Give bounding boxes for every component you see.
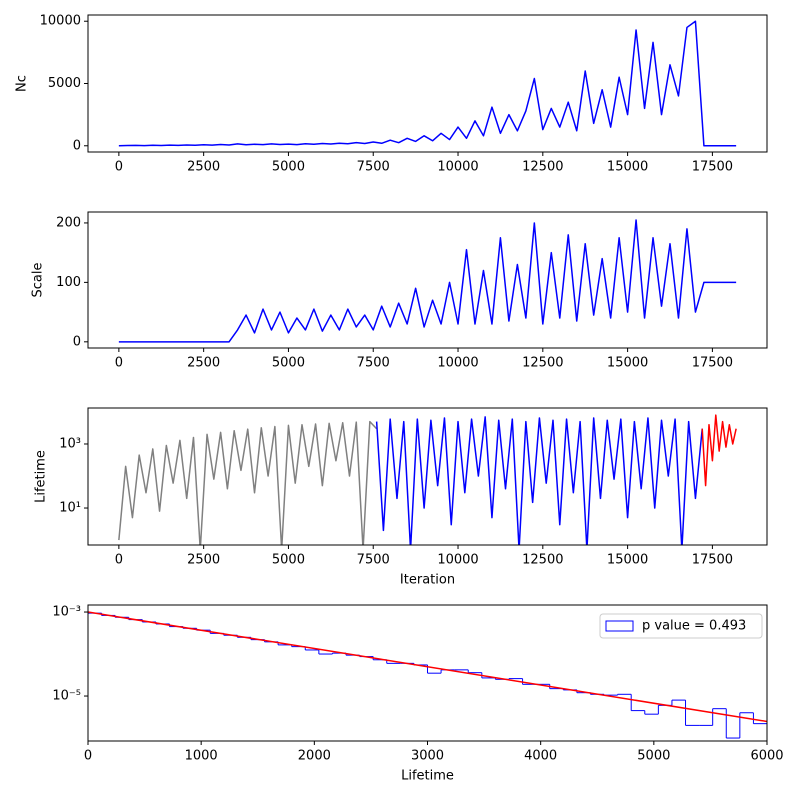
series-line [118,20,737,147]
x-tick-label: 15000 [607,160,648,175]
series-line [701,414,737,487]
x-tick-label: 17500 [692,356,733,371]
x-tick-label: 5000 [272,160,305,175]
x-tick-label: 10000 [437,553,478,568]
x-tick-label: 10000 [437,160,478,175]
x-axis-label: Lifetime [401,769,454,784]
x-tick-label: 12500 [522,356,563,371]
legend-box [599,613,763,639]
x-tick-label: 2500 [187,356,220,371]
y-tick-label: 100 [56,275,81,290]
x-tick-label: 10000 [437,356,478,371]
plot-area [118,414,737,545]
x-tick-label: 12500 [522,160,563,175]
x-tick-label: 6000 [750,749,783,764]
x-tick-label: 0 [115,553,123,568]
x-tick-label: 17500 [692,160,733,175]
y-axis-label: Scale [31,263,46,298]
x-tick-label: 3000 [411,749,444,764]
axes-frame [87,604,768,742]
x-tick-label: 5000 [272,356,305,371]
y-tick-label: 10³ [59,436,81,451]
x-tick-label: 0 [115,160,123,175]
x-tick-label: 0 [115,356,123,371]
x-tick-label: 12500 [522,553,563,568]
plot-area [88,611,767,741]
x-axis-label: Iteration [400,573,455,588]
x-tick-label: 4000 [524,749,557,764]
axes-frame [87,407,768,546]
x-tick-label: 7500 [357,356,390,371]
plot-area [118,219,737,343]
x-tick-label: 7500 [357,553,390,568]
series-line [118,420,378,545]
y-tick-label: 200 [56,215,81,230]
x-tick-label: 7500 [357,160,390,175]
y-axis-label: Nc [15,75,30,92]
series-line [118,219,737,343]
axes-frame [87,211,768,349]
legend-patch [605,620,634,632]
x-tick-label: 5000 [272,553,305,568]
axes-frame [87,14,768,153]
series-line [375,416,703,545]
y-tick-label: 0 [73,138,81,153]
x-tick-label: 2000 [298,749,331,764]
y-tick-label: 10¹ [59,501,81,516]
x-tick-label: 1000 [185,749,218,764]
x-tick-label: 15000 [607,356,648,371]
x-tick-label: 0 [84,749,92,764]
x-tick-label: 17500 [692,553,733,568]
y-tick-label: 10⁻⁵ [52,689,81,704]
x-tick-label: 5000 [637,749,670,764]
legend-label: p value = 0.493 [642,619,746,634]
x-tick-label: 2500 [187,553,220,568]
y-tick-label: 10000 [40,14,81,29]
y-tick-label: 5000 [48,76,81,91]
y-tick-label: 10⁻³ [52,605,81,620]
x-tick-label: 2500 [187,160,220,175]
fit-line [88,611,767,723]
y-axis-label: Lifetime [34,450,49,503]
plot-area [118,20,737,147]
y-tick-label: 0 [73,334,81,349]
x-tick-label: 15000 [607,553,648,568]
